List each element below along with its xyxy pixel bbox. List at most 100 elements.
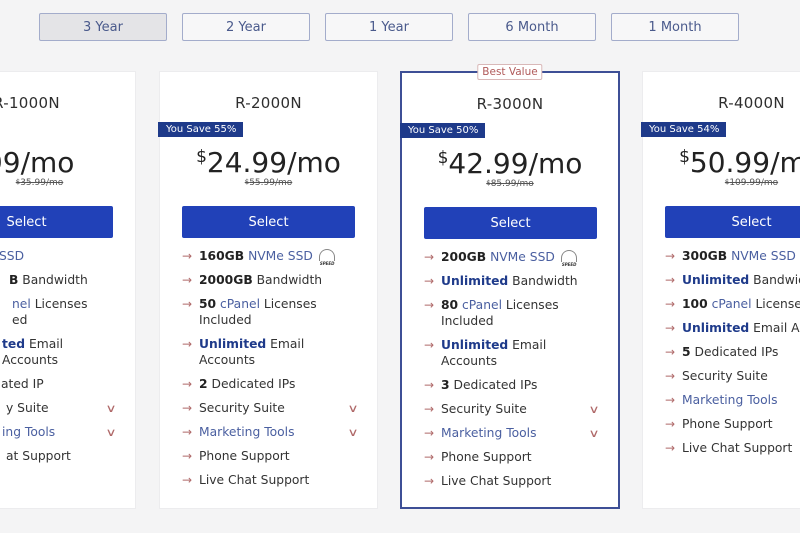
plan-price: $24.99/mo xyxy=(196,146,341,179)
savings-badge: You Save 54% xyxy=(641,122,727,137)
tab-6-month[interactable]: 6 Month xyxy=(468,13,596,41)
feature-security-suite[interactable]: → Security Suite xyxy=(665,369,768,383)
select-button-r-4000n[interactable]: Select xyxy=(665,206,800,238)
plan-card-r-4000n: R-4000N You Save 54% $50.99/mo $109.99/m… xyxy=(641,71,800,509)
feature-marketing-tools[interactable]: → Marketing Tools ∨ xyxy=(424,426,600,440)
feature-storage: SSD xyxy=(0,249,25,263)
feature-ips: → 2 Dedicated IPs xyxy=(182,377,296,391)
speed-gauge-icon xyxy=(560,250,577,273)
feature-list: →160GB NVMe SSD →2000GB Bandwidth →50 cP… xyxy=(182,248,359,496)
feature-phone-support: → Phone Support xyxy=(424,450,532,464)
plan-card-r-3000n: Best Value R-3000N You Save 50% $42.99/m… xyxy=(400,64,620,509)
feature-email: ted Email Accounts xyxy=(2,337,64,367)
feature-email: →Unlimited Email Accounts xyxy=(665,321,800,335)
chevron-down-icon[interactable]: ∨ xyxy=(588,427,600,440)
feature-bandwidth: B Bandwidth xyxy=(9,273,88,287)
feature-bandwidth: →Unlimited Bandwidth xyxy=(665,273,800,287)
feature-live-chat: → Live Chat Support xyxy=(182,473,310,487)
feature-ips: → 5 Dedicated IPs xyxy=(665,345,779,359)
feature-storage: → 300GB NVMe SSD xyxy=(665,249,796,263)
chevron-down-icon[interactable]: ∨ xyxy=(347,426,359,439)
feature-storage: → 160GB NVMe SSD xyxy=(182,248,357,272)
arrow-right-icon: → xyxy=(424,450,435,464)
plan-old-price: $55.99/mo xyxy=(244,178,293,188)
chevron-down-icon[interactable]: ∨ xyxy=(105,426,117,439)
arrow-right-icon: → xyxy=(665,393,676,407)
arrow-right-icon: → xyxy=(182,473,193,487)
plan-name: R-4000N xyxy=(718,94,785,112)
feature-list: →300GB NVMe SSD →Unlimited Bandwidth →10… xyxy=(665,248,800,464)
savings-badge: You Save 55% xyxy=(158,122,244,137)
feature-live-chat: → Live Chat Support xyxy=(665,441,793,455)
plan-old-price: $35.99/mo xyxy=(15,178,64,188)
plan-old-price: $85.99/mo xyxy=(486,179,534,189)
feature-email: →Unlimited Email Accounts xyxy=(182,337,305,367)
feature-marketing-tools[interactable]: → Marketing Tools ∨ xyxy=(182,425,359,439)
feature-security-suite[interactable]: y Suite ∨ xyxy=(6,401,117,415)
plan-name: R-1000N xyxy=(0,94,60,112)
feature-marketing-tools[interactable]: ing Tools ∨ xyxy=(2,425,117,439)
tab-3-year[interactable]: 3 Year xyxy=(39,13,167,41)
arrow-right-icon: → xyxy=(182,377,193,391)
arrow-right-icon: → xyxy=(665,297,676,311)
arrow-right-icon: → xyxy=(424,426,435,440)
arrow-right-icon: → xyxy=(665,321,676,335)
feature-bandwidth: → 2000GB Bandwidth xyxy=(182,273,323,287)
plan-name: R-2000N xyxy=(235,94,302,112)
arrow-right-icon: → xyxy=(424,274,435,288)
arrow-right-icon: → xyxy=(424,378,435,392)
feature-cpanel: nel Licenses ed xyxy=(12,297,88,327)
feature-cpanel: → 50 cPanel Licenses Included xyxy=(182,297,317,327)
plan-price: $42.99/mo xyxy=(437,147,583,180)
feature-security-suite[interactable]: → Security Suite ∨ xyxy=(424,402,600,416)
plan-old-price: $109.99/mo xyxy=(724,178,779,188)
chevron-down-icon[interactable]: ∨ xyxy=(347,402,359,415)
feature-bandwidth: →Unlimited Bandwidth xyxy=(424,274,578,288)
speed-gauge-icon xyxy=(318,249,335,272)
feature-security-suite[interactable]: → Security Suite ∨ xyxy=(182,401,359,415)
arrow-right-icon: → xyxy=(182,297,193,311)
feature-list: SSD B Bandwidth nel Licenses ed ted Email… xyxy=(0,248,117,472)
arrow-right-icon: → xyxy=(665,249,676,263)
arrow-right-icon: → xyxy=(665,441,676,455)
arrow-right-icon: → xyxy=(665,417,676,431)
feature-live-chat: at Support xyxy=(6,449,71,463)
plan-price: ~.99/mo xyxy=(0,146,75,179)
arrow-right-icon: → xyxy=(182,449,193,463)
chevron-down-icon[interactable]: ∨ xyxy=(105,402,117,415)
plan-card-r-2000n: R-2000N You Save 55% $24.99/mo $55.99/mo… xyxy=(158,71,378,509)
arrow-right-icon: → xyxy=(182,401,193,415)
arrow-right-icon: → xyxy=(424,402,435,416)
tab-2-year[interactable]: 2 Year xyxy=(182,13,310,41)
arrow-right-icon: → xyxy=(665,273,676,287)
arrow-right-icon: → xyxy=(665,369,676,383)
plan-name: R-3000N xyxy=(476,95,544,113)
arrow-right-icon: → xyxy=(424,250,435,264)
billing-term-tabs: 3 Year 2 Year 1 Year 6 Month 1 Month xyxy=(0,13,800,41)
arrow-right-icon: → xyxy=(424,338,435,352)
arrow-right-icon: → xyxy=(182,425,193,439)
feature-marketing-tools[interactable]: → Marketing Tools xyxy=(665,393,778,407)
feature-list: →200GB NVMe SSD →Unlimited Bandwidth →80… xyxy=(424,249,600,497)
plan-price: $50.99/mo xyxy=(679,146,800,179)
arrow-right-icon: → xyxy=(665,345,676,359)
feature-cpanel: → 80 cPanel Licenses Included xyxy=(424,298,559,328)
tab-1-month[interactable]: 1 Month xyxy=(611,13,739,41)
feature-live-chat: → Live Chat Support xyxy=(424,474,552,488)
plan-card-r-1000n: R-1000N ~.99/mo $35.99/mo Select SSD B B… xyxy=(0,71,136,509)
tab-1-year[interactable]: 1 Year xyxy=(325,13,453,41)
feature-phone-support: → Phone Support xyxy=(182,449,290,463)
best-value-ribbon: Best Value xyxy=(477,64,543,80)
arrow-right-icon: → xyxy=(182,249,193,263)
arrow-right-icon: → xyxy=(424,298,435,312)
arrow-right-icon: → xyxy=(182,337,193,351)
chevron-down-icon[interactable]: ∨ xyxy=(588,403,600,416)
feature-ips: → 3 Dedicated IPs xyxy=(424,378,538,392)
select-button-r-3000n[interactable]: Select xyxy=(424,207,597,239)
arrow-right-icon: → xyxy=(182,273,193,287)
arrow-right-icon: → xyxy=(424,474,435,488)
feature-ips: ated IP xyxy=(1,377,44,391)
select-button-r-1000n[interactable]: Select xyxy=(0,206,113,238)
select-button-r-2000n[interactable]: Select xyxy=(182,206,355,238)
feature-email: →Unlimited Email Accounts xyxy=(424,338,547,368)
